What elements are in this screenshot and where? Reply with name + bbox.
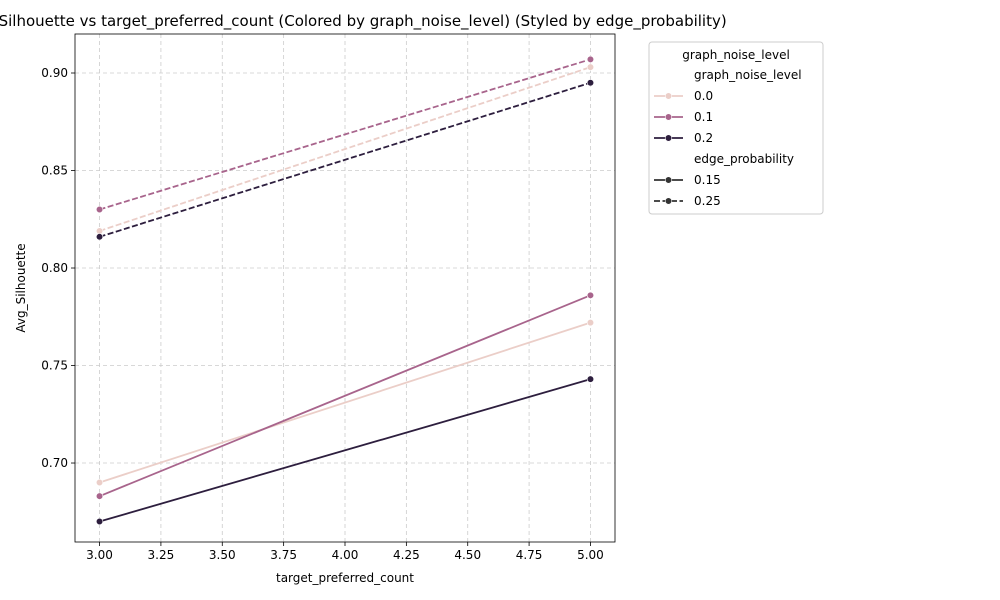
series-lines bbox=[95, 55, 595, 526]
legend-title: graph_noise_level bbox=[682, 48, 790, 62]
x-tick-label: 4.75 bbox=[516, 548, 543, 562]
y-tick-label: 0.80 bbox=[41, 261, 68, 275]
series-line bbox=[99, 294, 591, 498]
legend-entry-label: 0.1 bbox=[694, 110, 713, 124]
data-point bbox=[95, 205, 104, 214]
legend-entry-label: 0.2 bbox=[694, 131, 713, 145]
x-tick-label: 4.50 bbox=[454, 548, 481, 562]
y-tick-label: 0.70 bbox=[41, 456, 68, 470]
legend-entry-label: 0.15 bbox=[694, 173, 721, 187]
y-tick-label: 0.85 bbox=[41, 164, 68, 178]
data-point bbox=[95, 478, 104, 487]
legend-hue-header: graph_noise_level bbox=[694, 68, 802, 82]
series-line bbox=[99, 66, 591, 232]
legend-swatch-marker bbox=[664, 176, 673, 184]
plot-frame bbox=[74, 33, 616, 543]
grid bbox=[75, 34, 615, 542]
y-tick-label: 0.90 bbox=[41, 66, 68, 80]
legend-box bbox=[648, 41, 824, 215]
legend-style-header: edge_probability bbox=[694, 152, 794, 166]
y-axis-label: Avg_Silhouette bbox=[14, 243, 28, 332]
data-point bbox=[586, 55, 595, 63]
legend-entry-label: 0.25 bbox=[694, 194, 721, 208]
series-line bbox=[99, 81, 591, 238]
y-tick-label: 0.75 bbox=[41, 359, 68, 373]
x-tick-label: 4.25 bbox=[393, 548, 420, 562]
series-line bbox=[99, 378, 591, 523]
data-point bbox=[586, 319, 595, 327]
data-point bbox=[586, 63, 595, 71]
legend-swatch-marker bbox=[664, 113, 673, 121]
axes: 3.00 3.25 3.50 3.75 4.00 4.25 4.50 4.75 5.00 0.70… bbox=[41, 33, 616, 562]
x-axis-label: target_preferred_count bbox=[276, 571, 414, 585]
x-tick-label: 5.00 bbox=[577, 548, 604, 562]
x-tick-label: 3.50 bbox=[209, 548, 236, 562]
data-point bbox=[586, 291, 595, 299]
x-tick-label: 4.00 bbox=[332, 548, 359, 562]
legend: graph_noise_level graph_noise_level 0.0 0.1… bbox=[648, 41, 824, 215]
series-line bbox=[99, 58, 591, 211]
x-tick-label: 3.75 bbox=[270, 548, 297, 562]
data-point bbox=[95, 233, 104, 241]
legend-swatch-marker bbox=[664, 92, 673, 100]
data-point bbox=[95, 492, 104, 500]
x-tick-label: 3.00 bbox=[86, 548, 113, 562]
data-point bbox=[586, 375, 595, 383]
series-line bbox=[99, 321, 591, 484]
x-tick-label: 3.25 bbox=[148, 548, 175, 562]
legend-swatch-marker bbox=[664, 134, 673, 142]
data-point bbox=[586, 79, 595, 87]
data-point bbox=[95, 517, 104, 526]
legend-entry-label: 0.0 bbox=[694, 89, 713, 103]
legend-swatch-marker bbox=[664, 197, 673, 205]
chart-title: Avg_Silhouette vs target_preferred_count… bbox=[0, 12, 727, 31]
